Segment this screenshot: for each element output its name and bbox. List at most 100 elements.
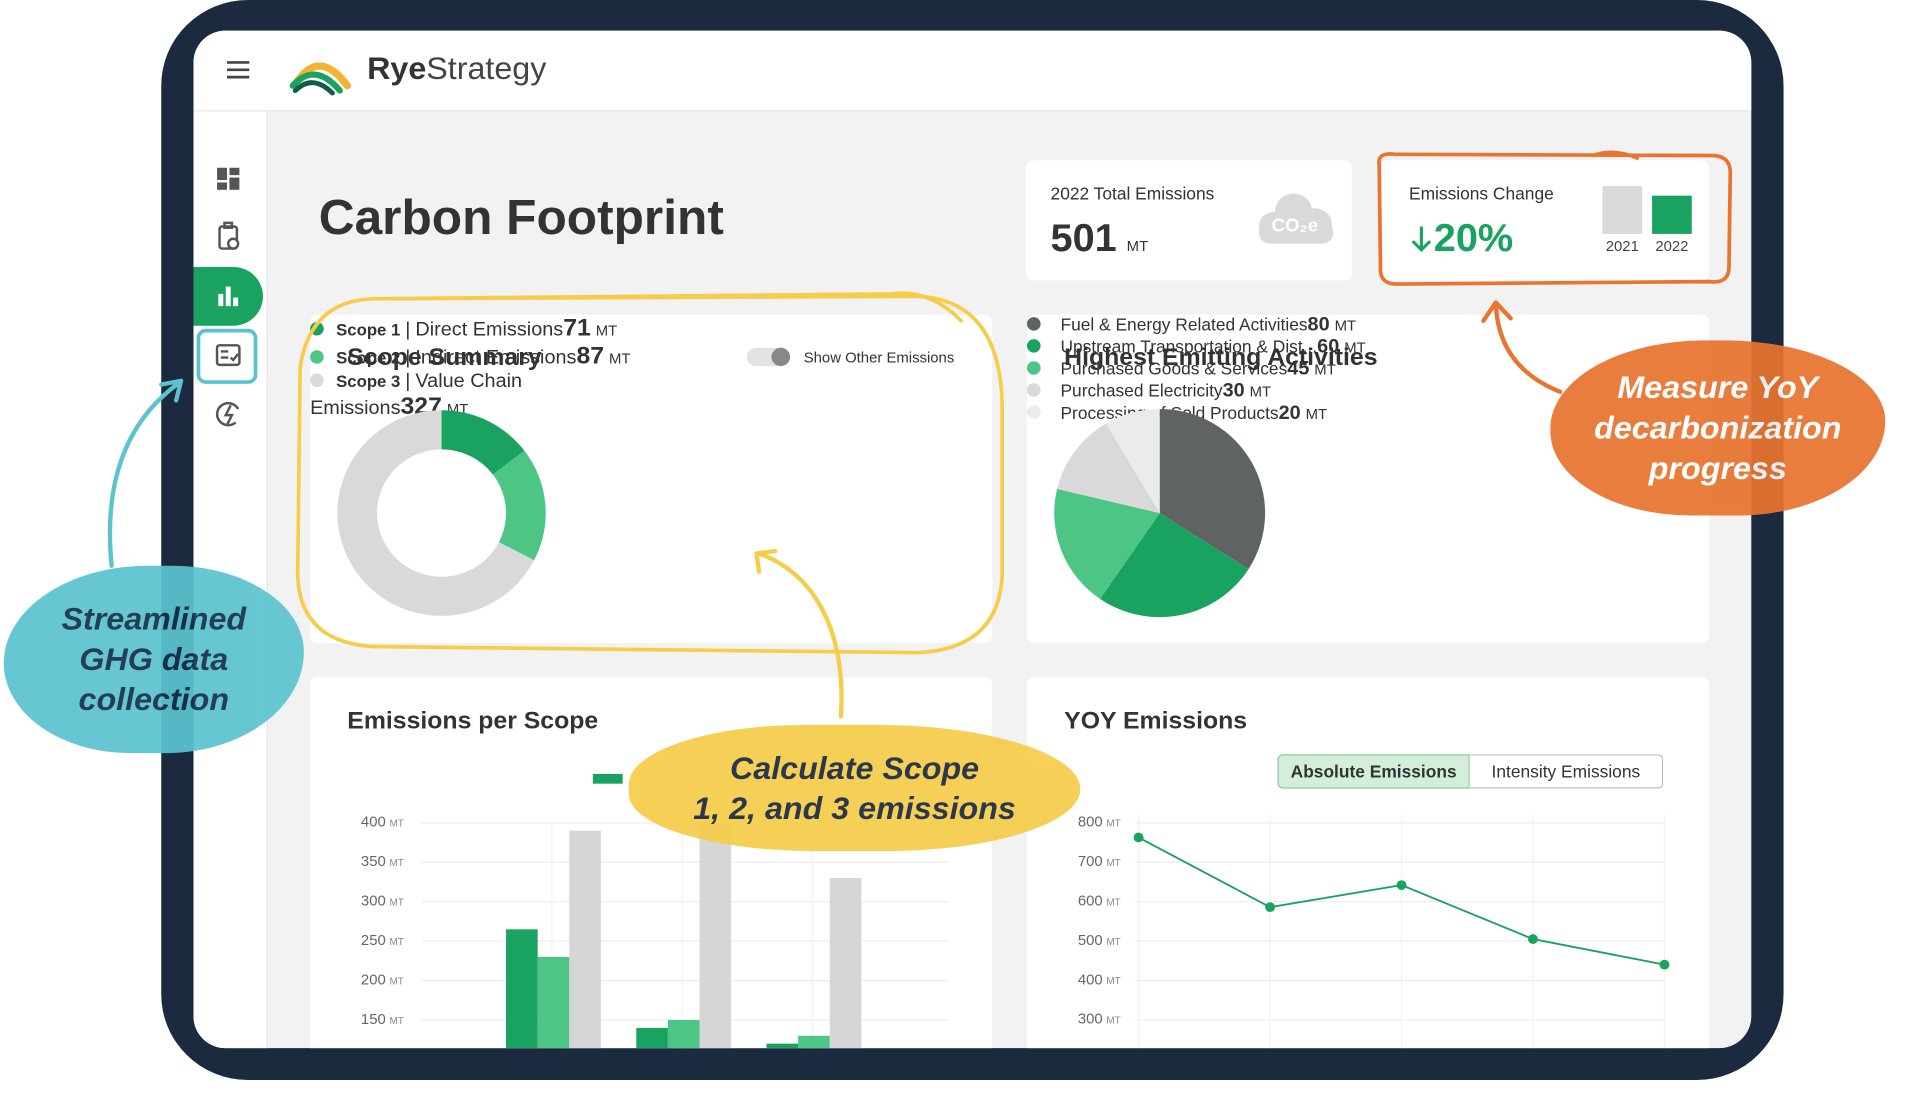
bar	[1602, 186, 1643, 234]
change-value: 20%	[1433, 215, 1514, 260]
orange-arrow	[1481, 300, 1563, 394]
scope-name: Scope 1	[336, 320, 401, 340]
donut-segment	[337, 410, 535, 616]
bar	[537, 956, 570, 1049]
activity-name: Upstream Transportation & Dist...	[1060, 336, 1318, 357]
legend-row: Scope 2 | Indirect Emissions87 MT	[310, 343, 682, 371]
legend-dot	[1026, 383, 1041, 397]
donut-segment	[441, 410, 525, 475]
page-title: Carbon Footprint	[318, 191, 724, 245]
legend-row: Purchased Electricity30 MT	[1026, 380, 1399, 403]
change-value-row: 20%	[1409, 216, 1513, 261]
activity-name: Purchased Electricity	[1060, 380, 1223, 401]
total-label: 2022 Total Emissions	[1050, 183, 1215, 204]
donut-segment	[492, 450, 546, 561]
tab[interactable]: Intensity Emissions	[1469, 754, 1664, 789]
unit: MT	[1305, 405, 1328, 423]
nav-charts[interactable]	[218, 286, 239, 307]
total-value: 501	[1050, 215, 1117, 260]
scope-desc: Value Chain Emissions	[310, 371, 523, 419]
nav-checklist[interactable]	[215, 344, 241, 367]
bar	[636, 1027, 668, 1049]
bar	[829, 878, 862, 1049]
legend-dot	[1026, 361, 1041, 375]
pie-slice	[1159, 408, 1266, 570]
yellow-outline	[295, 291, 1005, 655]
callout-line: 1, 2, and 3 emissions	[693, 789, 1016, 826]
callout-line: progress	[1648, 449, 1787, 487]
pie-slice	[1057, 423, 1160, 514]
legend-row: Purchased Goods & Services45 MT	[1026, 358, 1399, 381]
co2-icon: CO₂e	[1258, 193, 1334, 244]
scope-desc: Indirect Emissions	[415, 347, 577, 369]
y-tick-unit: MT	[389, 819, 403, 830]
unit: MT	[1249, 383, 1272, 401]
point	[1133, 832, 1144, 843]
y-tick-unit: MT	[389, 898, 403, 909]
bar	[667, 1020, 700, 1049]
y-tick-unit: MT	[1106, 858, 1120, 869]
activity-value: 20	[1278, 402, 1301, 424]
teal-arrow	[107, 378, 184, 568]
callout-line: decarbonization	[1594, 408, 1842, 446]
scope-value: 87	[576, 342, 605, 370]
unit: MT	[609, 350, 631, 368]
bar	[506, 929, 538, 1049]
y-tick-unit: MT	[1106, 1016, 1120, 1027]
nav-clipboard[interactable]	[218, 221, 240, 250]
y-tick-unit: MT	[1106, 937, 1120, 948]
legend-dot	[1026, 405, 1041, 419]
brand-light: Strategy	[426, 51, 546, 87]
point	[1659, 959, 1670, 970]
activity-value: 80	[1307, 314, 1330, 336]
legend-dot	[1026, 339, 1041, 353]
scope-value: 71	[563, 314, 591, 342]
tab-active[interactable]: Absolute Emissions	[1277, 754, 1470, 789]
callout-line: collection	[78, 680, 230, 718]
y-tick-label: 350	[361, 854, 386, 870]
point	[1396, 880, 1407, 890]
y-tick-label: 300	[361, 894, 386, 910]
yellow-arrow	[754, 548, 844, 719]
bar	[766, 1043, 799, 1049]
callout: Measure YoY decarbonization progress	[1550, 340, 1886, 516]
toggle[interactable]	[746, 347, 791, 367]
card-title: Emissions per Scope	[347, 707, 599, 735]
pie-slice	[1054, 488, 1160, 599]
separator: |	[405, 319, 411, 341]
legend-dot	[310, 373, 324, 387]
menu-button[interactable]	[226, 61, 250, 79]
legend-swatch	[592, 773, 623, 784]
point	[1528, 934, 1538, 944]
unit: MT	[1334, 317, 1357, 335]
unit: MT	[1314, 361, 1336, 379]
activity-name: Purchased Goods & Services	[1060, 358, 1288, 379]
bar	[699, 822, 732, 1049]
total-emissions-card: 2022 Total Emissions 501 MT CO₂e	[1025, 160, 1352, 281]
scope-name: Scope 2	[336, 348, 401, 368]
callout-line: GHG data	[79, 640, 229, 678]
y-tick-unit: MT	[389, 937, 403, 948]
unit: MT	[1344, 339, 1366, 357]
y-tick-label: 150	[361, 1012, 386, 1028]
change-label: Emissions Change	[1408, 183, 1554, 204]
y-tick-label: 400	[361, 815, 386, 831]
y-tick-unit: MT	[389, 1016, 403, 1027]
nav-dashboard[interactable]	[217, 167, 240, 190]
orange-outline	[1377, 150, 1733, 286]
nav-energy[interactable]	[215, 401, 240, 427]
brand: RyeStrategy	[367, 51, 546, 87]
y-tick-unit: MT	[1106, 898, 1120, 909]
y-tick-label: 300	[1078, 1012, 1103, 1028]
y-tick-label: 600	[1078, 894, 1103, 910]
header	[193, 30, 1752, 112]
legend-dot	[1026, 317, 1041, 331]
y-tick-label: 400	[1078, 972, 1103, 988]
bar	[569, 830, 601, 1049]
brand-bold: Rye	[367, 51, 426, 87]
pie-slice	[1100, 513, 1249, 618]
